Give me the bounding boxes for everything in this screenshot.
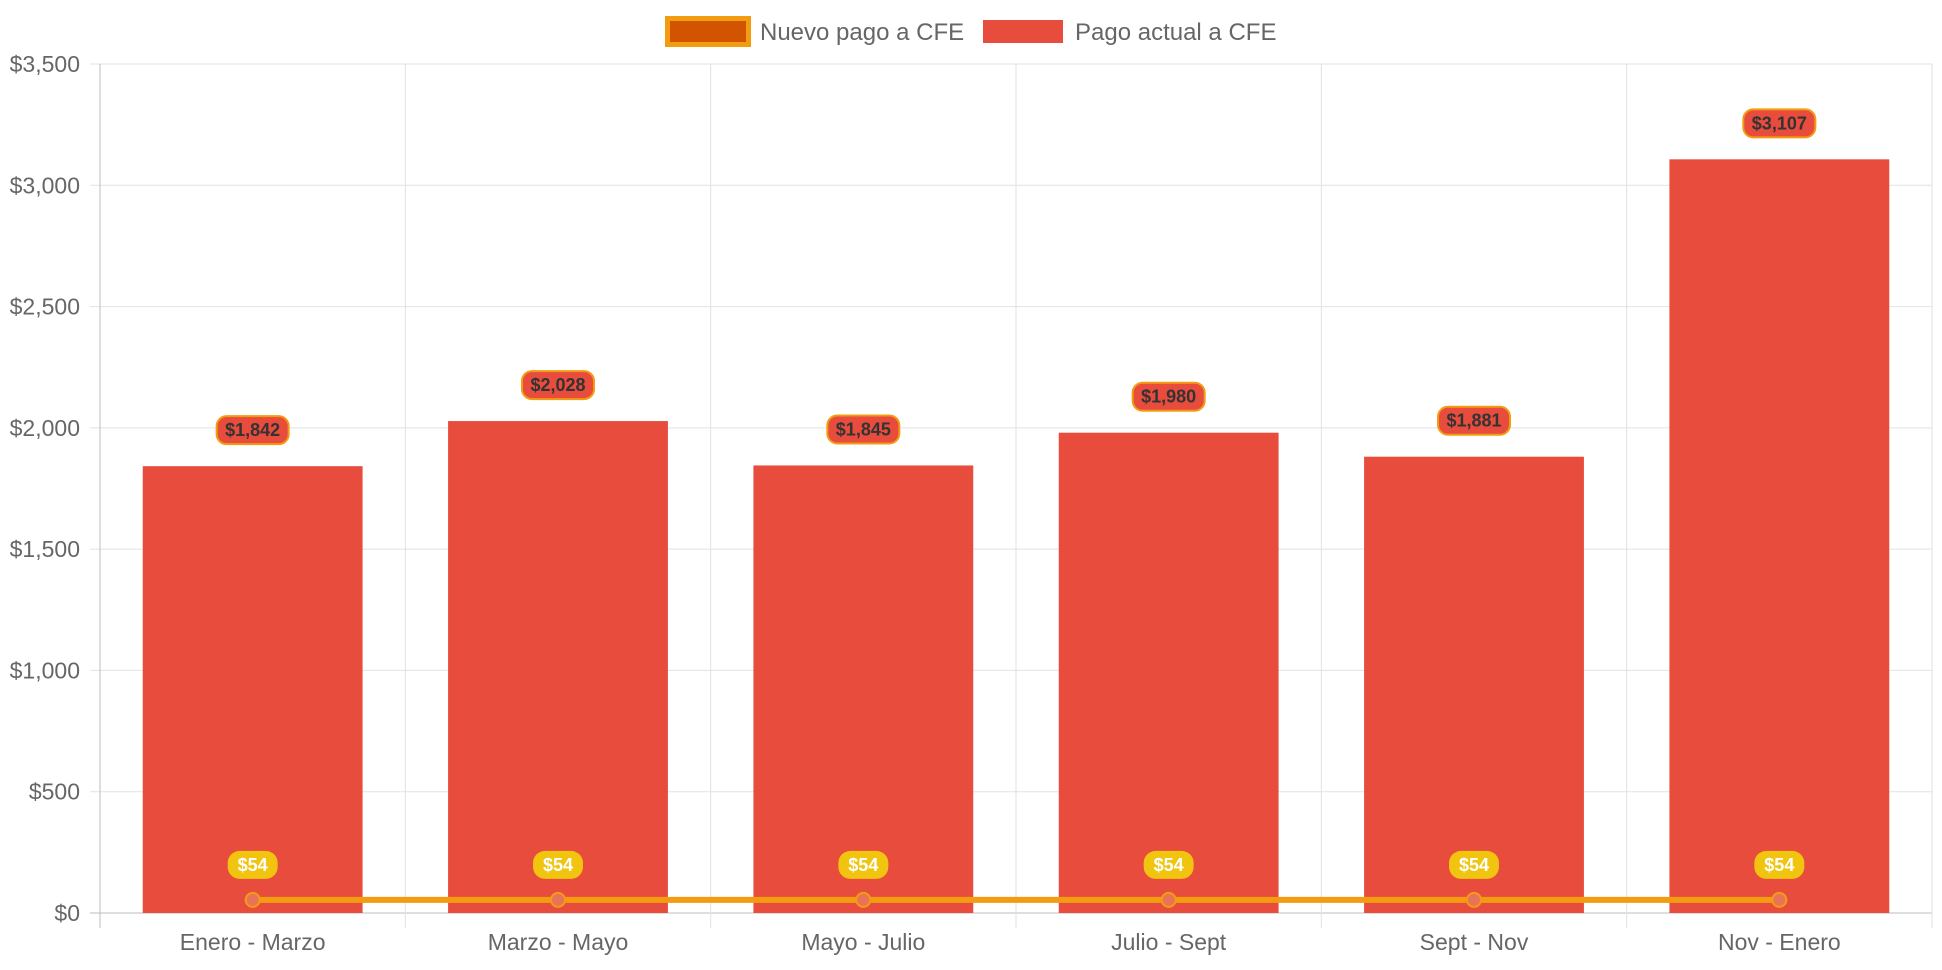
data-labels: $1,842 $2,028 $1,845 $1,980 $1,881 $3,107 $54 $… bbox=[215, 108, 1817, 879]
bar bbox=[753, 465, 974, 913]
axes: $0 $500 $1,000 $1,500 $2,000 $2,500 $3,000 $3,5… bbox=[10, 51, 1841, 955]
bar-value-label: $1,845 bbox=[836, 419, 891, 439]
x-tick-label: Julio - Sept bbox=[1111, 929, 1227, 955]
line-value-badge bbox=[227, 850, 278, 879]
line-value-label: $54 bbox=[1154, 855, 1184, 875]
bar bbox=[448, 421, 668, 913]
bar bbox=[1669, 159, 1890, 913]
bar-value-label: $1,980 bbox=[1141, 387, 1196, 407]
bar-value-label: $2,028 bbox=[530, 375, 585, 395]
bar-value-label: $1,842 bbox=[225, 420, 280, 440]
x-tick-label: Sept - Nov bbox=[1420, 929, 1529, 955]
line-value-label: $54 bbox=[238, 855, 268, 875]
line-point bbox=[1160, 891, 1177, 908]
bar-value-badge bbox=[215, 415, 290, 446]
x-tick-label: Mayo - Julio bbox=[801, 929, 925, 955]
y-tick-label: $2,500 bbox=[10, 294, 80, 320]
y-tick-label: $1,000 bbox=[10, 657, 80, 683]
y-tick-label: $2,000 bbox=[10, 415, 80, 441]
line-point bbox=[244, 891, 261, 908]
line-value-label: $54 bbox=[1764, 855, 1794, 875]
bar-value-badge bbox=[1131, 381, 1206, 412]
line-value-label: $54 bbox=[543, 855, 573, 875]
y-tick-label: $500 bbox=[29, 779, 80, 805]
bar-value-badge bbox=[521, 370, 595, 401]
line-point bbox=[1466, 891, 1482, 908]
y-tick-label: $0 bbox=[54, 900, 80, 926]
legend-swatch-nuevo[interactable] bbox=[665, 16, 751, 47]
legend-swatch-actual[interactable] bbox=[983, 20, 1063, 43]
bar-value-badge bbox=[826, 414, 901, 445]
legend-label-actual[interactable]: Pago actual a CFE bbox=[1075, 19, 1276, 46]
bar bbox=[1364, 456, 1584, 913]
line-point bbox=[855, 891, 872, 908]
bar-value-badge bbox=[1742, 108, 1817, 139]
line-value-badge bbox=[1143, 850, 1194, 879]
x-tick-label: Nov - Enero bbox=[1718, 929, 1841, 955]
line-value-label: $54 bbox=[1459, 855, 1489, 875]
y-tick-label: $1,500 bbox=[10, 536, 80, 562]
bar-value-badge bbox=[1437, 405, 1511, 436]
line-value-badge bbox=[1754, 850, 1805, 879]
line-point bbox=[550, 891, 566, 908]
x-tick-label: Marzo - Mayo bbox=[488, 929, 629, 955]
y-tick-label: $3,500 bbox=[10, 51, 80, 77]
line-series bbox=[244, 891, 1788, 908]
bars bbox=[142, 159, 1890, 913]
y-tick-label: $3,000 bbox=[10, 172, 80, 198]
bar-value-label: $3,107 bbox=[1752, 113, 1807, 133]
x-tick-label: Enero - Marzo bbox=[180, 929, 326, 955]
grid bbox=[90, 63, 1933, 928]
line-value-label: $54 bbox=[848, 855, 878, 875]
bar bbox=[1058, 432, 1279, 913]
legend-label-nuevo[interactable]: Nuevo pago a CFE bbox=[760, 19, 964, 46]
legend[interactable]: Nuevo pago a CFE Pago actual a CFE bbox=[665, 16, 1277, 47]
line-point bbox=[1771, 891, 1788, 908]
line-value-badge bbox=[838, 850, 889, 879]
line-value-badge bbox=[533, 850, 583, 879]
bar-value-label: $1,881 bbox=[1446, 411, 1501, 431]
bar bbox=[142, 466, 363, 913]
line-value-badge bbox=[1449, 850, 1499, 879]
